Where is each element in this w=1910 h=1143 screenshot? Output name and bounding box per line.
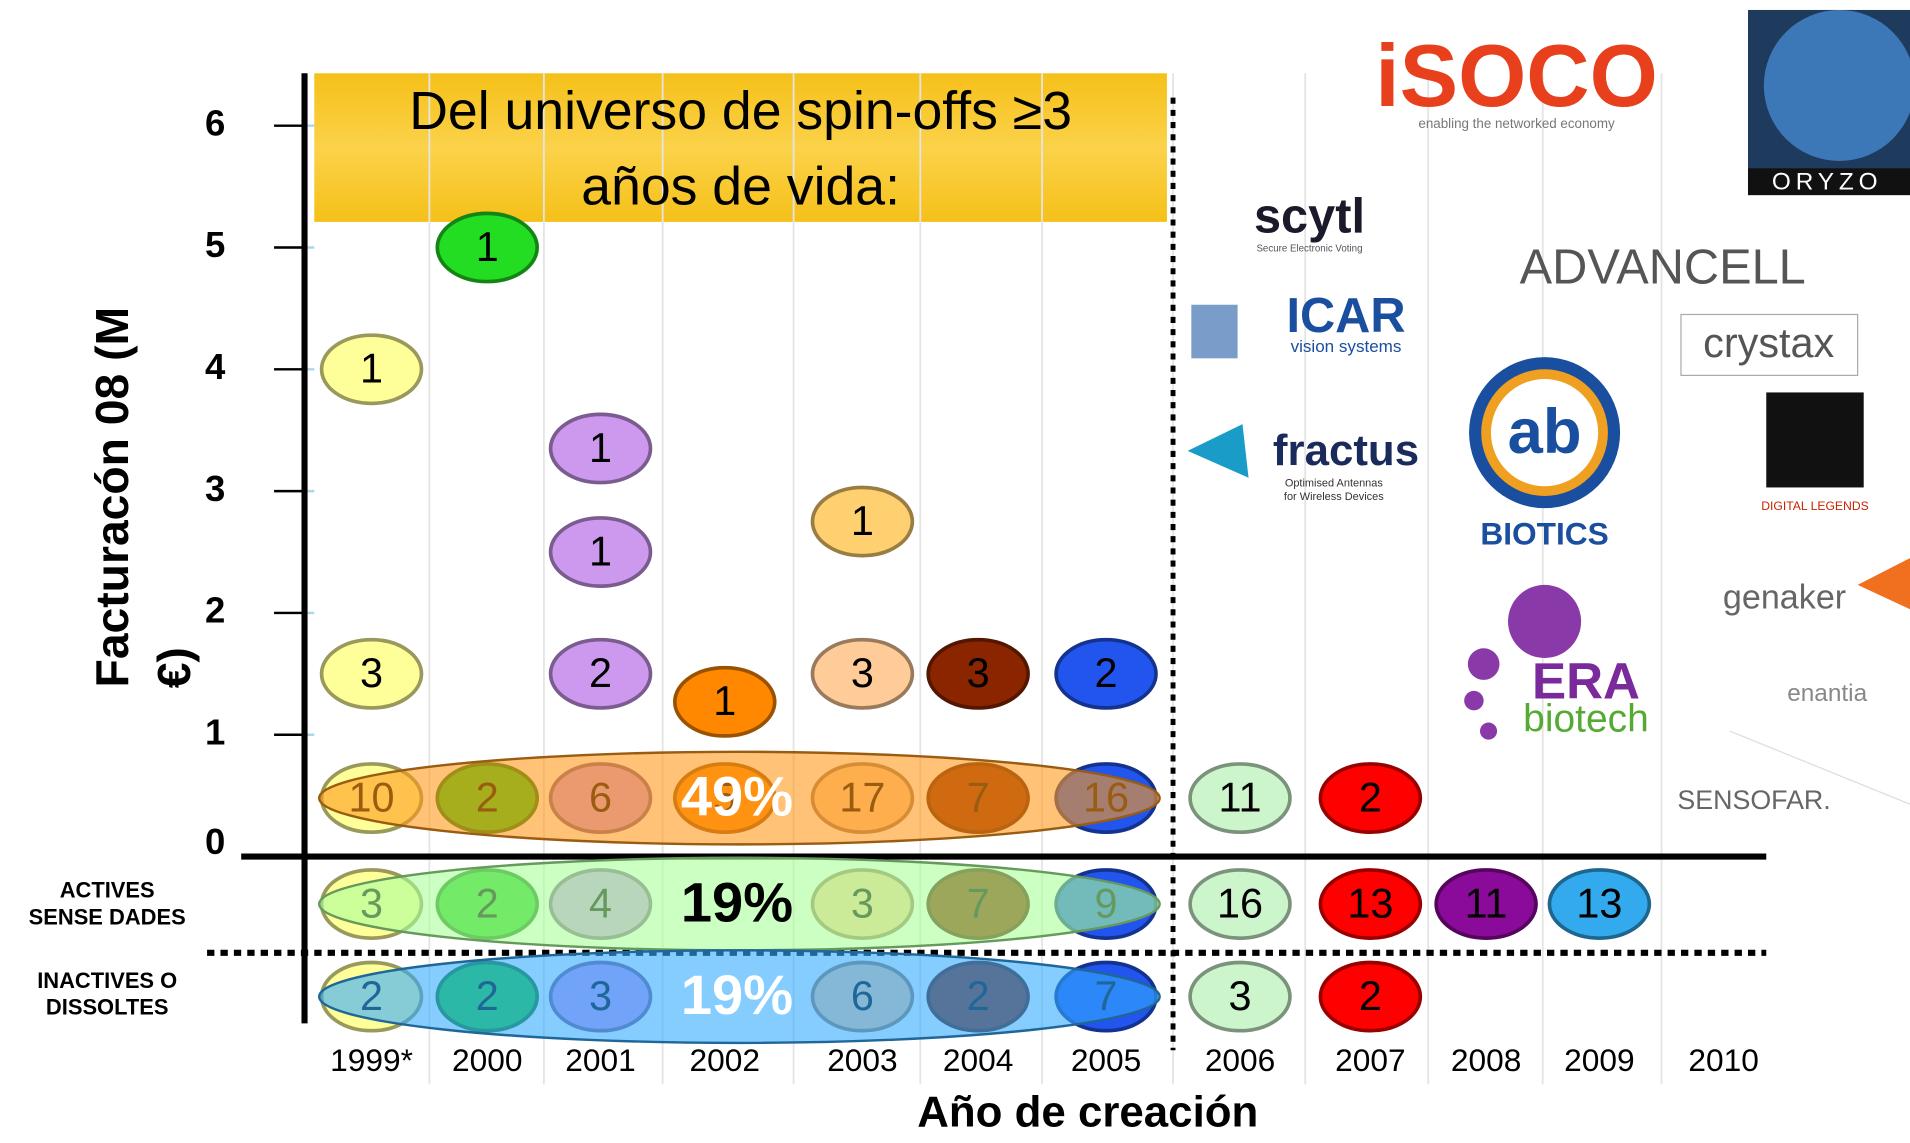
count-bubble-label: 11 — [1219, 774, 1262, 820]
logo-text: enantia — [1787, 680, 1867, 707]
x-tick-label: 2001 — [565, 1042, 635, 1078]
bubble-label: 2 — [1095, 650, 1118, 696]
y-tick-label: 6 — [205, 102, 225, 143]
logo-text: vision systems — [1291, 337, 1402, 356]
count-bubble-label: 11 — [1465, 880, 1508, 926]
count-bubble-label: 13 — [1347, 880, 1393, 926]
bubble — [319, 637, 424, 710]
count-bubble — [1318, 868, 1423, 940]
y-axis-label: €) — [148, 647, 200, 688]
logo-text: DIGITAL LEGENDS — [1761, 499, 1869, 513]
bubble-label: 1 — [360, 346, 383, 392]
row-label: INACTIVES O — [37, 968, 177, 993]
count-bubble — [1188, 960, 1292, 1033]
y-tick-label: 3 — [205, 468, 225, 509]
bubble-label: 1 — [589, 425, 612, 471]
y-tick-label: 5 — [205, 224, 225, 265]
logo-text: iSOCO — [1375, 27, 1658, 125]
x-tick-label: 2003 — [827, 1042, 897, 1078]
y-tick-label: 0 — [205, 821, 225, 862]
logo-text: BIOTICS — [1480, 516, 1608, 552]
row-label: ACTIVES — [60, 878, 155, 903]
logo-text: for Wireless Devices — [1284, 491, 1384, 503]
logo-text: ORYZO — [1772, 168, 1883, 195]
logo-text: ab — [1508, 397, 1582, 467]
y-tick-label: 2 — [205, 590, 225, 631]
logo-text: ERA — [1532, 652, 1640, 709]
logo-text: Optimised Antennas — [1285, 478, 1384, 490]
chart-title: años de vida: — [581, 156, 900, 216]
y-axis-label: Facturacón 08 (M — [86, 307, 138, 688]
bubble — [810, 485, 915, 558]
logo-text: biotech — [1523, 698, 1649, 741]
count-bubble-label: 2 — [1359, 774, 1382, 820]
bubble-label: 3 — [967, 650, 990, 696]
logo-text: SENSOFAR. — [1677, 785, 1830, 815]
count-bubble — [1318, 960, 1423, 1033]
x-tick-label: 2009 — [1564, 1042, 1634, 1078]
count-bubble-label: 2 — [1359, 973, 1382, 1019]
row-label: DISSOLTES — [46, 995, 169, 1020]
x-tick-label: 2008 — [1451, 1042, 1521, 1078]
bubble — [435, 211, 540, 284]
x-tick-label: 2004 — [943, 1042, 1013, 1078]
bubble-label: 3 — [851, 650, 874, 696]
count-bubble-label: 16 — [1217, 880, 1263, 926]
y-tick-label: 4 — [205, 346, 226, 387]
bubble — [548, 637, 653, 710]
x-tick-label: 2006 — [1205, 1042, 1275, 1078]
chart-title: Del universo de spin-offs ≥3 — [409, 81, 1072, 141]
count-bubble — [1188, 868, 1292, 940]
bubble — [319, 333, 424, 406]
bubble-label: 3 — [360, 650, 383, 696]
x-tick-label: 2005 — [1071, 1042, 1141, 1078]
x-tick-label: 1999* — [330, 1042, 413, 1078]
logo-text: fractus — [1273, 426, 1419, 475]
bubble — [926, 637, 1030, 710]
bubble — [548, 412, 653, 485]
title-box — [314, 73, 1167, 222]
x-tick-label: 2000 — [452, 1042, 522, 1078]
share-label: 19% — [681, 870, 793, 933]
count-bubble — [1547, 868, 1652, 940]
x-tick-label: 2007 — [1335, 1042, 1405, 1078]
x-axis-label: Año de creación — [917, 1087, 1258, 1136]
count-bubble — [1318, 762, 1423, 835]
share-overlay — [317, 949, 1161, 1045]
bubble — [548, 516, 653, 588]
logo-text: ADVANCELL — [1520, 241, 1806, 295]
count-bubble — [1434, 868, 1538, 940]
logo-text: crystax — [1703, 320, 1834, 366]
row-label: SENSE DADES — [29, 904, 186, 929]
grid — [274, 73, 1663, 1085]
count-bubble — [1188, 762, 1292, 835]
bubble-label: 2 — [589, 650, 612, 696]
x-tick-label: 2002 — [690, 1042, 760, 1078]
bubble-label: 1 — [851, 498, 874, 544]
bubble-label: 1 — [589, 528, 612, 574]
count-bubble-label: 13 — [1576, 880, 1622, 926]
bubble — [810, 637, 915, 710]
y-tick-label: 1 — [205, 711, 225, 752]
logo-text: ICAR — [1286, 289, 1405, 343]
bubble-label: 1 — [476, 224, 499, 270]
logo-text: Secure Electronic Voting — [1256, 243, 1362, 254]
share-label: 19% — [681, 963, 793, 1026]
logo-text: enabling the networked economy — [1418, 116, 1615, 131]
bubble — [673, 665, 777, 738]
logo-text: scytl — [1254, 189, 1365, 243]
bubble-label: 1 — [713, 678, 736, 724]
count-bubble-label: 3 — [1229, 973, 1252, 1019]
x-tick-label: 2010 — [1688, 1042, 1758, 1078]
logo-art — [1187, 9, 1910, 805]
bubble — [1054, 637, 1158, 710]
share-overlay — [317, 750, 1161, 846]
logo-text: genaker — [1723, 579, 1846, 617]
share-label: 49% — [681, 764, 793, 827]
